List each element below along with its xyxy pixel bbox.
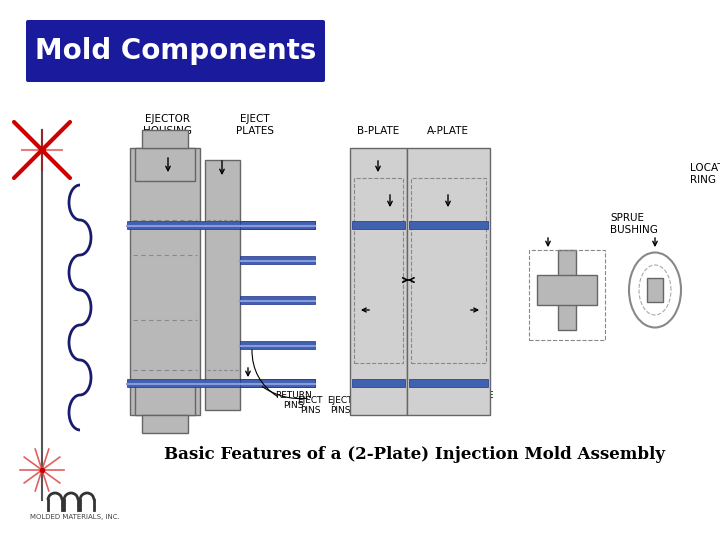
Bar (142, 130, 188, 148)
Text: Basic Features of a (2-Plate) Injection Mold Assembly: Basic Features of a (2-Plate) Injection … (164, 446, 665, 463)
Bar (647, 278, 663, 302)
Bar (558, 250, 576, 330)
Bar (411, 178, 486, 363)
Bar (529, 250, 605, 340)
Bar (135, 148, 195, 181)
Text: RETURN
PINS: RETURN PINS (275, 390, 312, 410)
Text: B-PLATE: B-PLATE (357, 126, 399, 136)
Bar (240, 221, 315, 229)
Bar (352, 221, 405, 229)
Bar (130, 148, 200, 415)
Text: EJECT
PLATES: EJECT PLATES (236, 114, 274, 136)
Text: LOCATING
RING: LOCATING RING (690, 164, 720, 185)
Text: Mold Components: Mold Components (35, 37, 316, 65)
Bar (354, 178, 403, 363)
Bar (135, 382, 195, 415)
Bar (127, 379, 315, 387)
Bar (127, 221, 315, 229)
Bar (409, 221, 488, 229)
Bar (409, 379, 488, 387)
Bar (240, 379, 315, 387)
Bar (537, 275, 597, 305)
FancyBboxPatch shape (26, 20, 325, 82)
Bar (240, 296, 315, 304)
Bar (205, 160, 240, 410)
Bar (407, 148, 490, 415)
Text: EJECT
PINS: EJECT PINS (297, 396, 323, 415)
Text: EJECT
PINS: EJECT PINS (328, 396, 353, 415)
Text: GUIDE
PINS: GUIDE PINS (465, 390, 494, 410)
Bar (350, 148, 407, 415)
Bar (352, 379, 405, 387)
Bar (240, 341, 315, 349)
Text: CAVITIES: CAVITIES (402, 406, 442, 415)
Text: MOLDED MATERIALS, INC.: MOLDED MATERIALS, INC. (30, 514, 120, 520)
Text: A-PLATE: A-PLATE (427, 126, 469, 136)
Text: PARTING
LINE: PARTING LINE (400, 186, 438, 205)
Text: EJECTOR
HOUSING: EJECTOR HOUSING (143, 114, 192, 136)
Text: SPRUE
BUSHING: SPRUE BUSHING (610, 213, 658, 235)
Bar (142, 415, 188, 433)
Bar (240, 256, 315, 264)
Text: RETAINER
PLATE: RETAINER PLATE (146, 403, 190, 422)
